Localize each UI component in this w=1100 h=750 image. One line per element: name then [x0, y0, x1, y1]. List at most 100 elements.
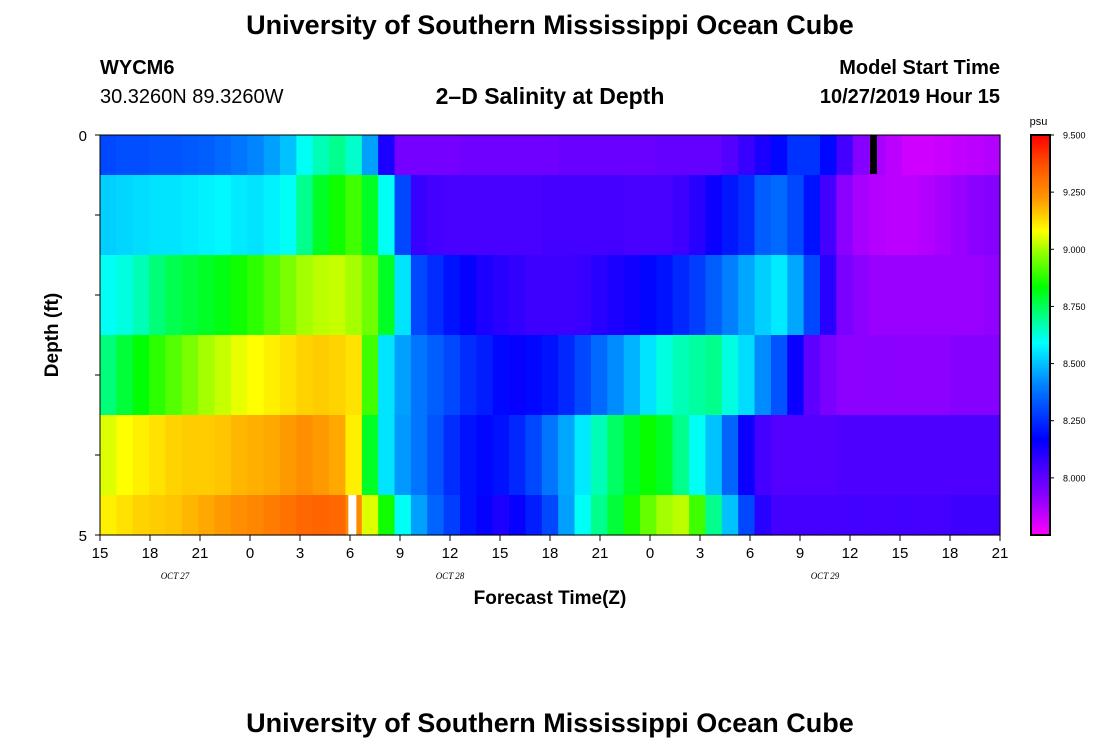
heatmap-cell [198, 255, 216, 336]
heatmap-cell [296, 415, 314, 496]
heatmap-cell [803, 255, 821, 336]
heatmap-cell [607, 175, 625, 256]
heatmap-cell [509, 175, 527, 256]
heatmap-cell [836, 135, 854, 176]
heatmap-cell [869, 335, 887, 416]
x-tick-label: 21 [192, 545, 209, 562]
heatmap-cell [345, 135, 363, 176]
heatmap-cell [590, 335, 608, 416]
heatmap-cell [689, 135, 707, 176]
heatmap-cell [721, 135, 739, 176]
heatmap-cell [476, 135, 494, 176]
heatmap-cell [852, 335, 870, 416]
heatmap-cell [132, 255, 150, 336]
heatmap-cell [918, 335, 936, 416]
heatmap-cell [689, 175, 707, 256]
main-title: University of Southern Mississippi Ocean… [246, 10, 854, 40]
x-tick-label: 3 [696, 545, 704, 562]
heatmap-cell [361, 135, 379, 176]
x-tick-label: 18 [942, 545, 959, 562]
heatmap-cell [754, 135, 772, 176]
heatmap-cell [361, 495, 379, 536]
heatmap-cell [950, 335, 968, 416]
heatmap-cell [918, 415, 936, 496]
heatmap-cell [263, 255, 281, 336]
heatmap-cell [918, 495, 936, 536]
heatmap-cell [672, 415, 690, 496]
heatmap-cell [509, 495, 527, 536]
heatmap-cell [329, 135, 347, 176]
heatmap-cell [116, 335, 134, 416]
heatmap-cell [640, 255, 657, 336]
x-tick-label: 15 [892, 545, 909, 562]
y-axis-label: Depth (ft) [42, 293, 63, 377]
heatmap-cell [165, 255, 183, 336]
heatmap-cell [410, 335, 428, 416]
heatmap-cell [460, 135, 477, 176]
heatmap-cell [345, 255, 363, 336]
heatmap-cell [296, 135, 314, 176]
heatmap-cell [296, 175, 314, 256]
heatmap-cell [590, 415, 608, 496]
x-tick-label: 21 [592, 545, 609, 562]
heatmap-cell [705, 135, 723, 176]
heatmap-cell [770, 335, 788, 416]
heatmap-cell [705, 175, 723, 256]
x-tick-label: 9 [796, 545, 804, 562]
heatmap-cell [198, 495, 216, 536]
heatmap-cell [492, 135, 510, 176]
heatmap-cell [132, 175, 150, 256]
heatmap-cell [394, 175, 412, 256]
heatmap-cell [950, 415, 968, 496]
heatmap-cell [770, 495, 788, 536]
heatmap-cell [100, 175, 117, 256]
heatmap-cell [803, 175, 821, 256]
heatmap-cell [247, 415, 265, 496]
heatmap-cell [705, 415, 723, 496]
heatmap-cell [721, 255, 739, 336]
heatmap-cell [116, 175, 134, 256]
heatmap-cell [394, 415, 412, 496]
heatmap-cell [492, 175, 510, 256]
heatmap-cell [934, 175, 952, 256]
heatmap-cell [934, 495, 952, 536]
heatmap-cell [852, 495, 870, 536]
colorbar-tick-label: 8.500 [1063, 359, 1086, 369]
x-tick-label: 15 [492, 545, 509, 562]
heatmap-cell [705, 255, 723, 336]
heatmap-cell [820, 415, 837, 496]
heatmap-cell [378, 255, 396, 336]
heatmap-cell [689, 255, 707, 336]
heatmap-cell [296, 255, 314, 336]
heatmap-cell [492, 335, 510, 416]
heatmap-cell [967, 135, 985, 176]
heatmap-cell [574, 335, 592, 416]
heatmap-cell [116, 415, 134, 496]
x-tick-label: 12 [842, 545, 859, 562]
heatmap-cell [558, 135, 576, 176]
heatmap-cell [803, 135, 821, 176]
heatmap-cell [656, 255, 674, 336]
heatmap-cell [460, 415, 477, 496]
heatmap-cell [280, 335, 297, 416]
heatmap-cell [623, 335, 641, 416]
heatmap-cell [738, 415, 756, 496]
heatmap-cell [476, 335, 494, 416]
heatmap-cell [885, 415, 903, 496]
heatmap-cell [803, 335, 821, 416]
heatmap-cell [378, 415, 396, 496]
heatmap-cell [967, 255, 985, 336]
heatmap-cell [836, 495, 854, 536]
heatmap-cell [820, 495, 837, 536]
heatmap-cell [443, 175, 461, 256]
heatmap-cell [214, 255, 232, 336]
heatmap-cell [427, 415, 445, 496]
heatmap-cell [836, 175, 854, 256]
heatmap-cell [754, 335, 772, 416]
heatmap-cell [918, 135, 936, 176]
heatmap-cell [312, 335, 330, 416]
heatmap-cell [378, 335, 396, 416]
heatmap-cell [296, 335, 314, 416]
heatmap-cell [541, 135, 559, 176]
